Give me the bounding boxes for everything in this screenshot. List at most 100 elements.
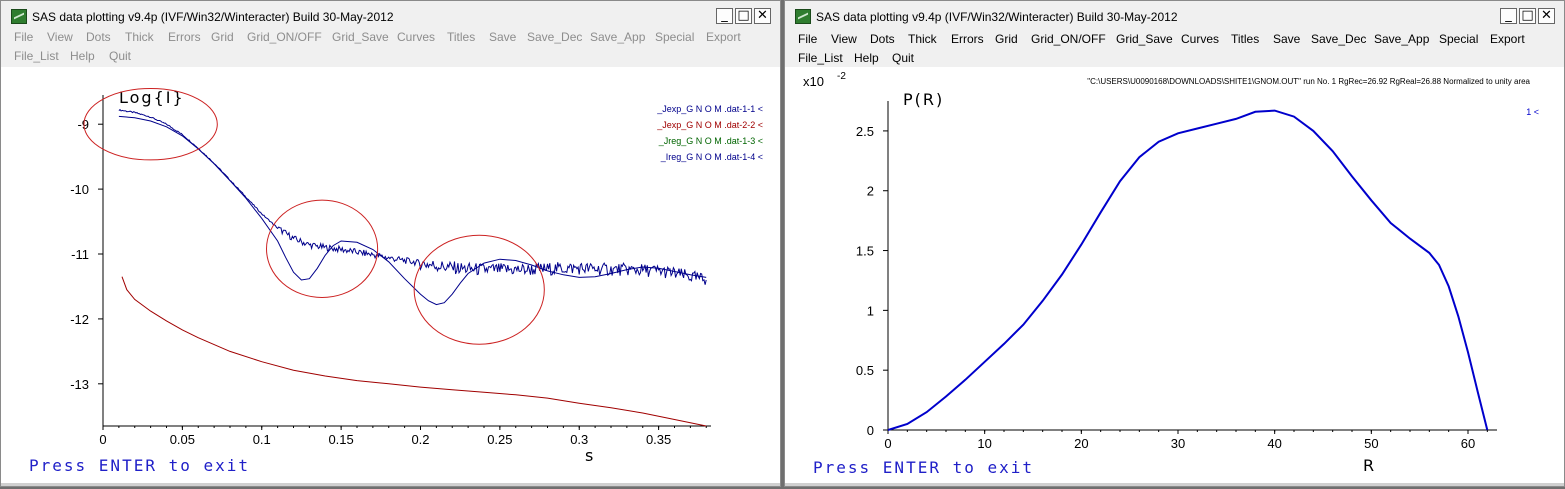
menu-save-dec[interactable]: Save_Dec bbox=[1311, 32, 1367, 46]
app-chart-icon bbox=[795, 9, 811, 24]
app-chart-icon bbox=[11, 9, 27, 24]
x-tick-label: 0.1 bbox=[253, 432, 271, 447]
x-tick-label: 0 bbox=[99, 432, 106, 447]
menu-export[interactable]: Export bbox=[1490, 32, 1525, 46]
data-series-line bbox=[118, 115, 707, 306]
y-axis-title: Log{I} bbox=[119, 88, 185, 107]
plot-window-left: SAS data plotting v9.4p (IVF/Win32/Winte… bbox=[0, 0, 781, 487]
menu-grid-save[interactable]: Grid_Save bbox=[1116, 32, 1173, 46]
title-bar[interactable]: SAS data plotting v9.4p (IVF/Win32/Winte… bbox=[1, 1, 780, 29]
menu-grid-save[interactable]: Grid_Save bbox=[332, 30, 389, 44]
menu-grid-on-off[interactable]: Grid_ON/OFF bbox=[247, 30, 322, 44]
minimize-button[interactable]: _ bbox=[716, 8, 733, 24]
data-series-line bbox=[121, 276, 707, 427]
scale-factor-label: x10 bbox=[803, 74, 824, 89]
highlight-ellipse bbox=[413, 234, 545, 345]
menu-thick[interactable]: Thick bbox=[908, 32, 937, 46]
menu-save[interactable]: Save bbox=[1273, 32, 1301, 46]
menu-save-app[interactable]: Save_App bbox=[590, 30, 646, 44]
legend-entry: 1 < bbox=[1526, 107, 1539, 117]
menu-dots[interactable]: Dots bbox=[870, 32, 895, 46]
menu-quit[interactable]: Quit bbox=[109, 49, 132, 63]
close-button[interactable]: ✕ bbox=[754, 8, 771, 24]
x-tick-label: 20 bbox=[1074, 436, 1088, 451]
y-tick-label: 0.5 bbox=[856, 363, 874, 378]
y-tick-label: -10 bbox=[70, 182, 89, 197]
y-tick-label: -9 bbox=[77, 117, 89, 132]
menu-save[interactable]: Save bbox=[489, 30, 517, 44]
menu-grid-on-off[interactable]: Grid_ON/OFF bbox=[1031, 32, 1106, 46]
menu-help[interactable]: Help bbox=[854, 51, 879, 65]
data-series-line bbox=[887, 109, 1489, 431]
x-tick-label: 0 bbox=[884, 436, 891, 451]
menu-curves[interactable]: Curves bbox=[397, 30, 436, 44]
x-tick-label: 30 bbox=[1171, 436, 1185, 451]
menu-quit[interactable]: Quit bbox=[892, 51, 915, 65]
menu-file[interactable]: File bbox=[14, 30, 34, 44]
x-tick-label: 0.05 bbox=[170, 432, 195, 447]
menu-curves[interactable]: Curves bbox=[1181, 32, 1220, 46]
menu-grid[interactable]: Grid bbox=[995, 32, 1018, 46]
legend-entry: _Jreg_G N O M .dat-1-3 < bbox=[658, 136, 763, 146]
menu-special[interactable]: Special bbox=[655, 30, 695, 44]
menu-save-dec[interactable]: Save_Dec bbox=[527, 30, 583, 44]
window-bottom-edge bbox=[1, 483, 780, 486]
maximize-button[interactable]: □ bbox=[1519, 8, 1536, 24]
legend-entry: _Jexp_G N O M .dat-1-1 < bbox=[656, 104, 763, 114]
menu-save-app[interactable]: Save_App bbox=[1374, 32, 1430, 46]
y-tick-label: 1 bbox=[867, 303, 874, 318]
y-tick-label: -13 bbox=[70, 377, 89, 392]
menu-titles[interactable]: Titles bbox=[1231, 32, 1260, 46]
window-bottom-edge bbox=[785, 483, 1564, 486]
x-axis-title: R bbox=[1363, 456, 1374, 475]
data-series-line bbox=[118, 108, 707, 285]
window-title: SAS data plotting v9.4p (IVF/Win32/Winte… bbox=[32, 10, 394, 24]
menu-grid[interactable]: Grid bbox=[211, 30, 234, 44]
x-tick-label: 50 bbox=[1364, 436, 1378, 451]
minimize-button[interactable]: _ bbox=[1500, 8, 1517, 24]
y-tick-label: 1.5 bbox=[856, 244, 874, 259]
log-intensity-plot: 0 0.05 0.1 0.15 0.2 0.25 0.3 0.35 -9 -10 -11 -12 -13… bbox=[70, 88, 763, 465]
legend-entry: _Ireg_G N O M .dat-1-4 < bbox=[660, 152, 763, 162]
plot-window-right: SAS data plotting v9.4p (IVF/Win32/Winte… bbox=[784, 0, 1565, 487]
x-tick-label: 0.15 bbox=[328, 432, 353, 447]
x-tick-label: 40 bbox=[1267, 436, 1281, 451]
menu-thick[interactable]: Thick bbox=[125, 30, 154, 44]
y-tick-label: 2.5 bbox=[856, 124, 874, 139]
distance-distribution-plot: 0 10 20 30 40 50 60 0 0.5 1 1.5 2 2.5 x10 -2 "C:\USERS\… bbox=[803, 71, 1539, 475]
x-tick-label: 0.35 bbox=[646, 432, 671, 447]
menu-special[interactable]: Special bbox=[1439, 32, 1479, 46]
menu-dots[interactable]: Dots bbox=[86, 30, 111, 44]
menu-file-list[interactable]: File_List bbox=[798, 51, 843, 65]
x-tick-label: 0.2 bbox=[411, 432, 429, 447]
menu-file[interactable]: File bbox=[798, 32, 818, 46]
menu-file-list[interactable]: File_List bbox=[14, 49, 59, 63]
y-tick-label: -11 bbox=[71, 247, 89, 262]
close-button[interactable]: ✕ bbox=[1538, 8, 1555, 24]
x-tick-label: 0.3 bbox=[570, 432, 588, 447]
y-axis-title: P(R) bbox=[903, 90, 944, 109]
menu-errors[interactable]: Errors bbox=[168, 30, 201, 44]
x-axis-title: s bbox=[585, 446, 593, 465]
exit-prompt: Press ENTER to exit bbox=[29, 456, 251, 475]
menu-view[interactable]: View bbox=[831, 32, 857, 46]
y-tick-label: -12 bbox=[70, 312, 89, 327]
exit-prompt: Press ENTER to exit bbox=[813, 458, 1035, 477]
menu-titles[interactable]: Titles bbox=[447, 30, 476, 44]
menu-errors[interactable]: Errors bbox=[951, 32, 984, 46]
x-tick-label: 10 bbox=[977, 436, 991, 451]
menu-bar: File View Dots Thick Errors Grid Grid_ON… bbox=[1, 29, 780, 67]
legend-entry: _Jexp_G N O M .dat-2-2 < bbox=[656, 120, 763, 130]
maximize-button[interactable]: □ bbox=[735, 8, 752, 24]
scale-factor-exponent: -2 bbox=[837, 71, 846, 82]
title-bar[interactable]: SAS data plotting v9.4p (IVF/Win32/Winte… bbox=[785, 1, 1564, 29]
window-title: SAS data plotting v9.4p (IVF/Win32/Winte… bbox=[816, 10, 1178, 24]
x-tick-label: 0.25 bbox=[487, 432, 512, 447]
menu-bar: File View Dots Thick Errors Grid Grid_ON… bbox=[785, 29, 1564, 67]
menu-export[interactable]: Export bbox=[706, 30, 741, 44]
menu-help[interactable]: Help bbox=[70, 49, 95, 63]
x-tick-label: 60 bbox=[1461, 436, 1475, 451]
menu-view[interactable]: View bbox=[47, 30, 73, 44]
y-tick-label: 2 bbox=[867, 184, 874, 199]
y-tick-label: 0 bbox=[867, 423, 874, 438]
